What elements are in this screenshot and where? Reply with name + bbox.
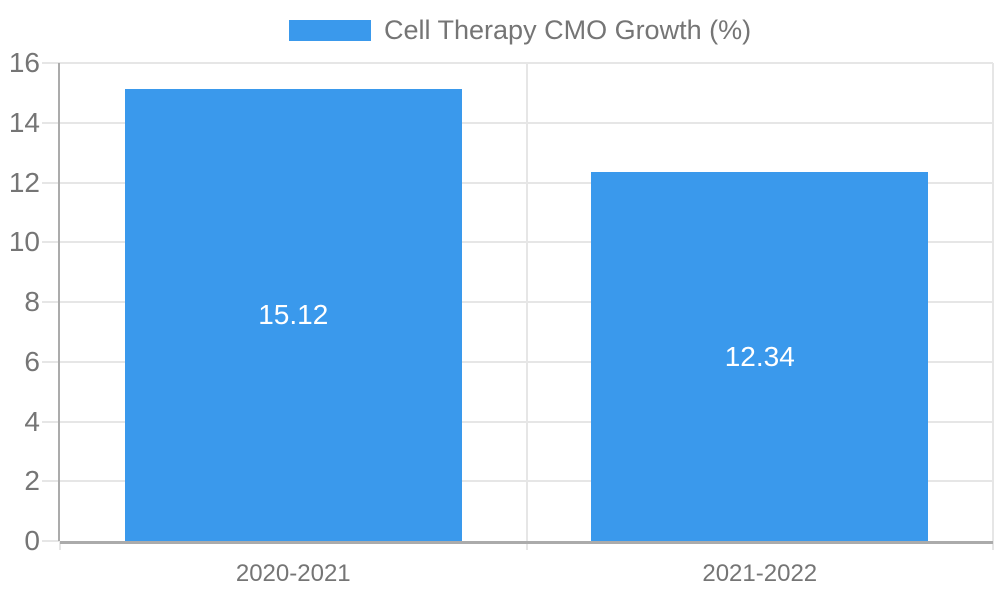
y-tick-label: 14 [8,106,40,138]
bar-value-label: 12.34 [724,340,795,372]
x-axis-line [60,541,993,544]
y-tick-mark [42,480,60,483]
gridline-x [992,63,994,550]
bar[interactable] [591,172,929,541]
bar[interactable] [124,89,462,541]
bar-value-label: 15.12 [258,299,329,331]
x-tick-label: 2020-2021 [235,560,351,587]
y-tick-label: 12 [8,166,40,198]
gridline-x [525,63,528,550]
y-tick-mark [42,540,60,542]
legend-swatch [289,20,371,41]
y-tick-mark [42,121,60,124]
y-tick-label: 16 [8,47,40,78]
y-tick-mark [42,62,60,64]
y-tick-label: 8 [24,286,40,317]
y-tick-mark [42,181,60,184]
y-tick-label: 6 [24,345,40,377]
y-tick-mark [42,301,60,303]
y-tick-label: 10 [8,226,40,258]
y-tick-label: 2 [24,465,40,497]
y-tick-mark [42,241,60,244]
y-tick-label: 4 [24,405,40,437]
y-axis-line [58,63,60,541]
y-tick-label: 0 [24,525,40,556]
legend-item[interactable]: Cell Therapy CMO Growth (%) [289,15,751,46]
x-tick-label: 2021-2022 [702,560,818,587]
y-tick-mark [42,420,60,423]
y-tick-mark [42,360,60,363]
x-tick-mark [59,541,61,550]
legend-label: Cell Therapy CMO Growth (%) [384,15,752,45]
